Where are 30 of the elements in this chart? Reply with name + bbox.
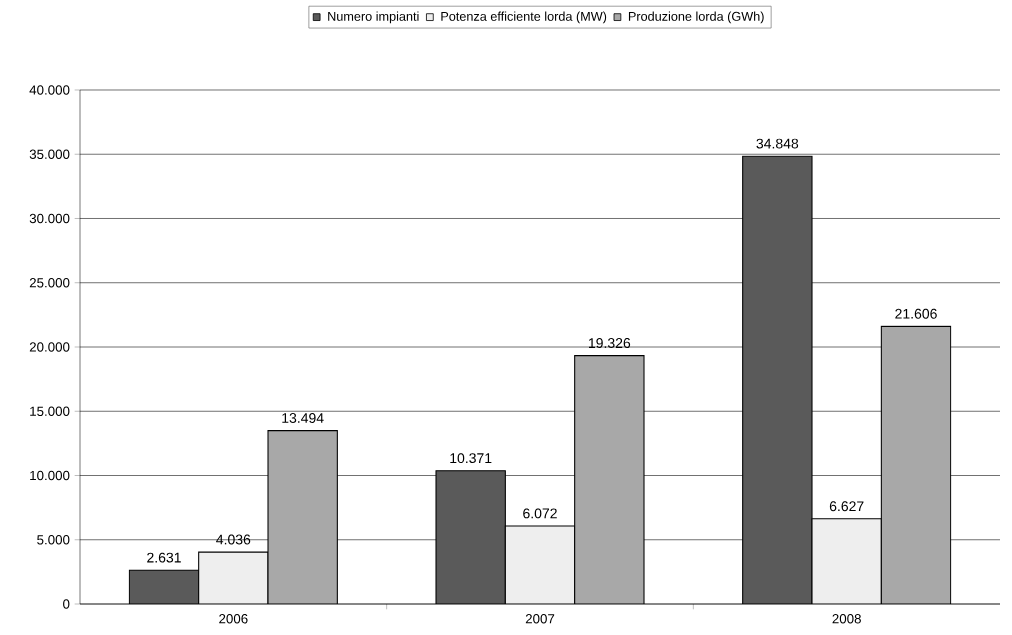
legend-label: Potenza efficiente lorda (MW) <box>441 11 607 24</box>
bar <box>880 325 952 604</box>
y-tick-label: 5.000 <box>37 535 70 545</box>
x-tick-label: 2006 <box>219 614 248 624</box>
bar <box>574 355 645 604</box>
y-tick-label: 40.000 <box>29 85 70 95</box>
data-label: 6.627 <box>829 501 864 512</box>
y-tick-label: 10.000 <box>30 470 70 481</box>
bar <box>742 155 813 604</box>
y-tick-label: 25.000 <box>29 278 70 288</box>
y-tick-label: 0 <box>63 599 70 609</box>
data-label: 13.494 <box>282 413 324 423</box>
legend-label: Numero impianti <box>328 11 419 24</box>
data-label: 4.036 <box>216 534 251 545</box>
y-tick-label: 20.000 <box>29 342 70 352</box>
data-label: 2.631 <box>147 552 181 563</box>
data-label: 10.371 <box>450 453 492 464</box>
legend-label: Produzione lorda (GWh) <box>628 11 764 24</box>
data-label: 19.326 <box>589 338 631 349</box>
x-tick-label: 2007 <box>525 614 555 624</box>
data-label: 34.848 <box>756 138 799 149</box>
y-tick-label: 35.000 <box>29 149 70 159</box>
data-label: 21.606 <box>895 308 937 319</box>
y-tick-label: 30.000 <box>29 213 70 224</box>
bar <box>267 430 338 604</box>
y-tick-label: 15.000 <box>30 406 70 416</box>
bar <box>128 569 200 604</box>
data-label: 6.072 <box>523 508 557 519</box>
bar <box>435 470 506 604</box>
x-tick-label: 2008 <box>832 614 861 624</box>
